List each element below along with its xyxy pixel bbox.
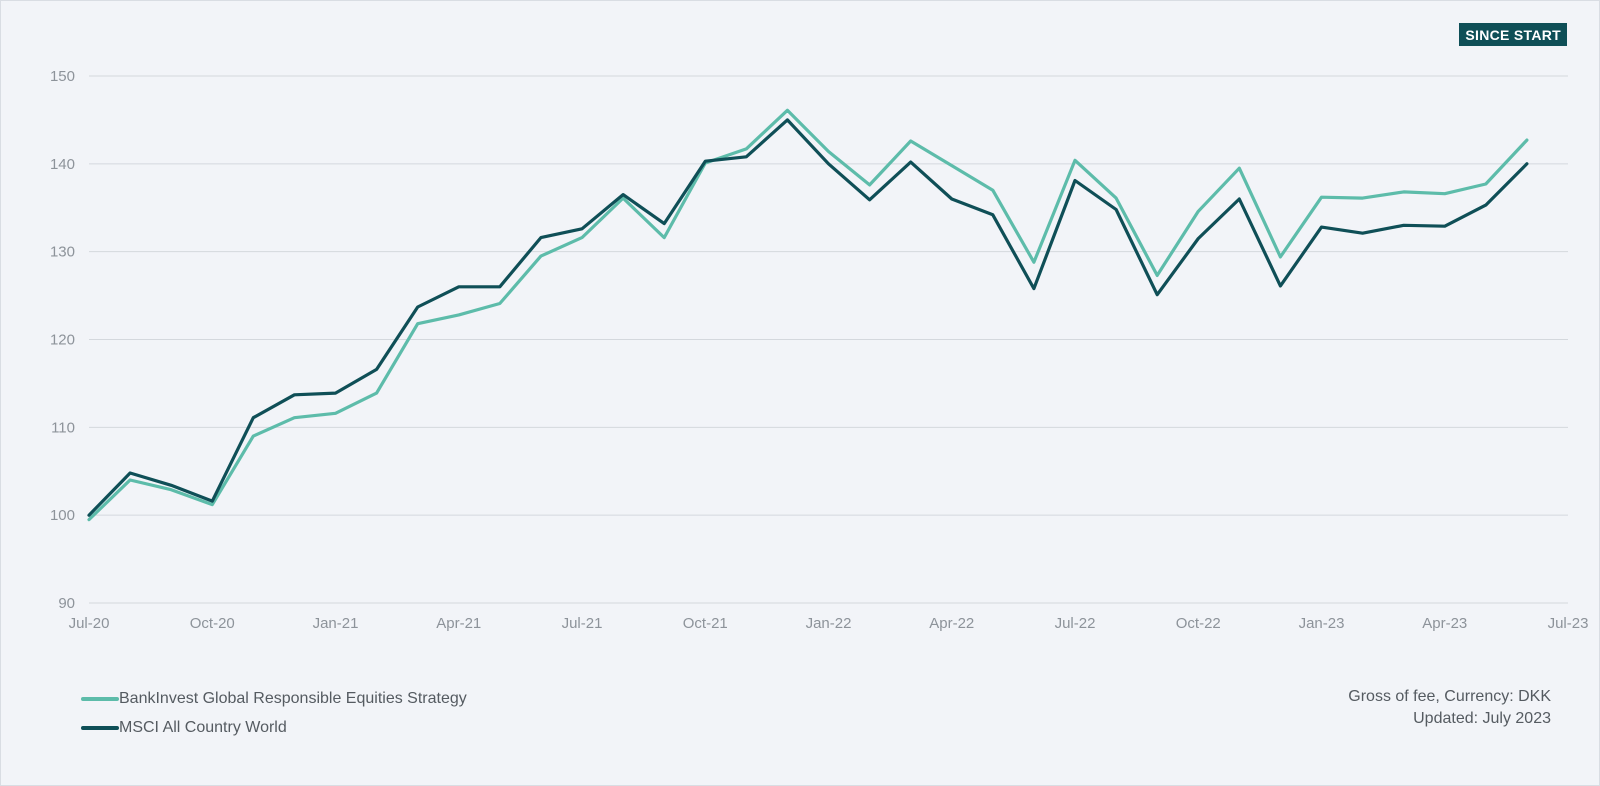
series-line-benchmark[interactable]: [87, 118, 1529, 517]
legend: BankInvest Global Responsible Equities S…: [81, 684, 467, 742]
legend-label-strategy: BankInvest Global Responsible Equities S…: [119, 689, 467, 707]
y-tick-label: 100: [50, 507, 75, 524]
legend-swatch-benchmark: [81, 725, 119, 730]
y-tick-label: 130: [50, 244, 75, 261]
line-chart: 90 100 110 120 130 140 150 Jul-20 Oct-20 Jan-21 A…: [50, 68, 1589, 632]
x-tick-label: Jan-21: [313, 615, 359, 632]
x-tick-label: Jul-20: [69, 615, 110, 632]
fee-currency-note: Gross of fee, Currency: DKK: [1348, 688, 1551, 705]
x-tick-label: Jul-23: [1548, 615, 1589, 632]
series-lines: [87, 108, 1529, 522]
x-axis-ticks: Jul-20 Oct-20 Jan-21 Apr-21 Jul-21 Oct-21 Jan-…: [69, 615, 1589, 632]
since-start-badge[interactable]: SINCE START: [1459, 23, 1567, 46]
updated-note: Updated: July 2023: [1413, 710, 1551, 727]
x-tick-label: Jan-23: [1299, 615, 1345, 632]
y-tick-label: 140: [50, 156, 75, 173]
y-tick-label: 90: [58, 595, 75, 612]
x-tick-label: Jul-22: [1055, 615, 1096, 632]
x-tick-label: Apr-21: [436, 615, 481, 632]
x-tick-label: Oct-22: [1176, 615, 1221, 632]
x-tick-label: Apr-23: [1422, 615, 1467, 632]
x-tick-label: Oct-21: [683, 615, 728, 632]
legend-label-benchmark: MSCI All Country World: [119, 718, 287, 736]
x-tick-label: Oct-20: [190, 615, 235, 632]
legend-item-strategy[interactable]: BankInvest Global Responsible Equities S…: [81, 684, 467, 713]
x-tick-label: Jul-21: [562, 615, 603, 632]
legend-item-benchmark[interactable]: MSCI All Country World: [81, 713, 467, 742]
x-tick-label: Apr-22: [929, 615, 974, 632]
y-tick-label: 150: [50, 68, 75, 85]
y-axis-ticks: 90 100 110 120 130 140 150: [50, 68, 75, 612]
chart-footnote: Gross of fee, Currency: DKK Updated: Jul…: [1348, 686, 1551, 730]
grid-lines: [89, 75, 1568, 604]
series-line-strategy[interactable]: [87, 108, 1529, 522]
legend-swatch-strategy: [81, 696, 119, 701]
y-tick-label: 110: [51, 419, 75, 436]
y-tick-label: 120: [50, 332, 75, 349]
x-tick-label: Jan-22: [806, 615, 852, 632]
